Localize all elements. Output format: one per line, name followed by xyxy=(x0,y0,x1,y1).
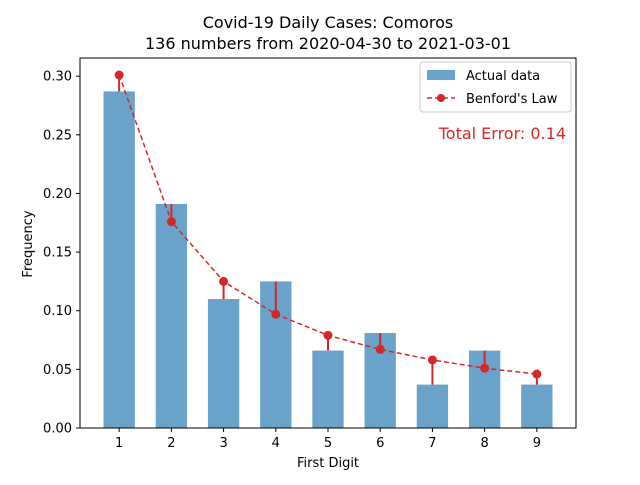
bar-digit-7 xyxy=(416,384,449,428)
y-axis-label: Frequency xyxy=(21,210,36,277)
benford-point-digit-1 xyxy=(114,70,124,80)
total-error-annotation: Total Error: 0.14 xyxy=(438,124,566,143)
x-tick-label-3: 3 xyxy=(219,436,227,451)
x-axis-label: First Digit xyxy=(297,456,359,471)
benford-point-digit-6 xyxy=(375,344,385,354)
benford-point-digit-5 xyxy=(323,330,333,340)
plot-layer: 1 2 3 4 5 6 7 8 9 0.00 0.05 0.10 0.15 0.20 0.25 0.30 xyxy=(43,57,577,451)
benford-point-digit-9 xyxy=(532,369,542,379)
legend-marker-benford xyxy=(437,94,445,102)
y-tick-label-4: 0.20 xyxy=(43,187,72,202)
y-tick-label-5: 0.25 xyxy=(43,128,72,143)
chart-title-line2: 136 numbers from 2020-04-30 to 2021-03-0… xyxy=(145,34,511,53)
bar-digit-2 xyxy=(155,204,188,428)
x-tick-label-7: 7 xyxy=(428,436,436,451)
legend-label-benford: Benford's Law xyxy=(466,92,558,107)
bar-digit-5 xyxy=(312,350,344,428)
legend-swatch-actual xyxy=(427,70,455,80)
legend-box xyxy=(419,61,572,113)
x-tick-label-1: 1 xyxy=(115,436,123,451)
x-tick-label-6: 6 xyxy=(376,436,384,451)
x-tick-label-8: 8 xyxy=(480,436,488,451)
x-tick-label-5: 5 xyxy=(324,436,332,451)
y-tick-label-2: 0.10 xyxy=(43,304,72,319)
x-tick-label-9: 9 xyxy=(533,436,541,451)
benford-point-digit-7 xyxy=(427,355,437,365)
x-tick-label-4: 4 xyxy=(272,436,280,451)
y-tick-label-0: 0.00 xyxy=(43,422,72,437)
bar-digit-3 xyxy=(207,298,240,428)
y-tick-label-3: 0.15 xyxy=(43,246,72,261)
y-tick-label-6: 0.30 xyxy=(43,70,72,85)
x-tick-label-2: 2 xyxy=(167,436,175,451)
benford-point-digit-4 xyxy=(271,309,281,319)
chart-title-line1: Covid-19 Daily Cases: Comoros xyxy=(203,13,453,32)
benford-point-digit-3 xyxy=(219,276,229,286)
y-tick-label-1: 0.05 xyxy=(43,363,72,378)
benford-point-digit-8 xyxy=(480,363,490,373)
bar-digit-9 xyxy=(521,384,553,428)
legend-label-actual: Actual data xyxy=(466,69,540,84)
legend: Actual data Benford's Law xyxy=(419,61,572,113)
benford-point-digit-2 xyxy=(166,217,176,227)
bar-digit-1 xyxy=(103,91,135,428)
